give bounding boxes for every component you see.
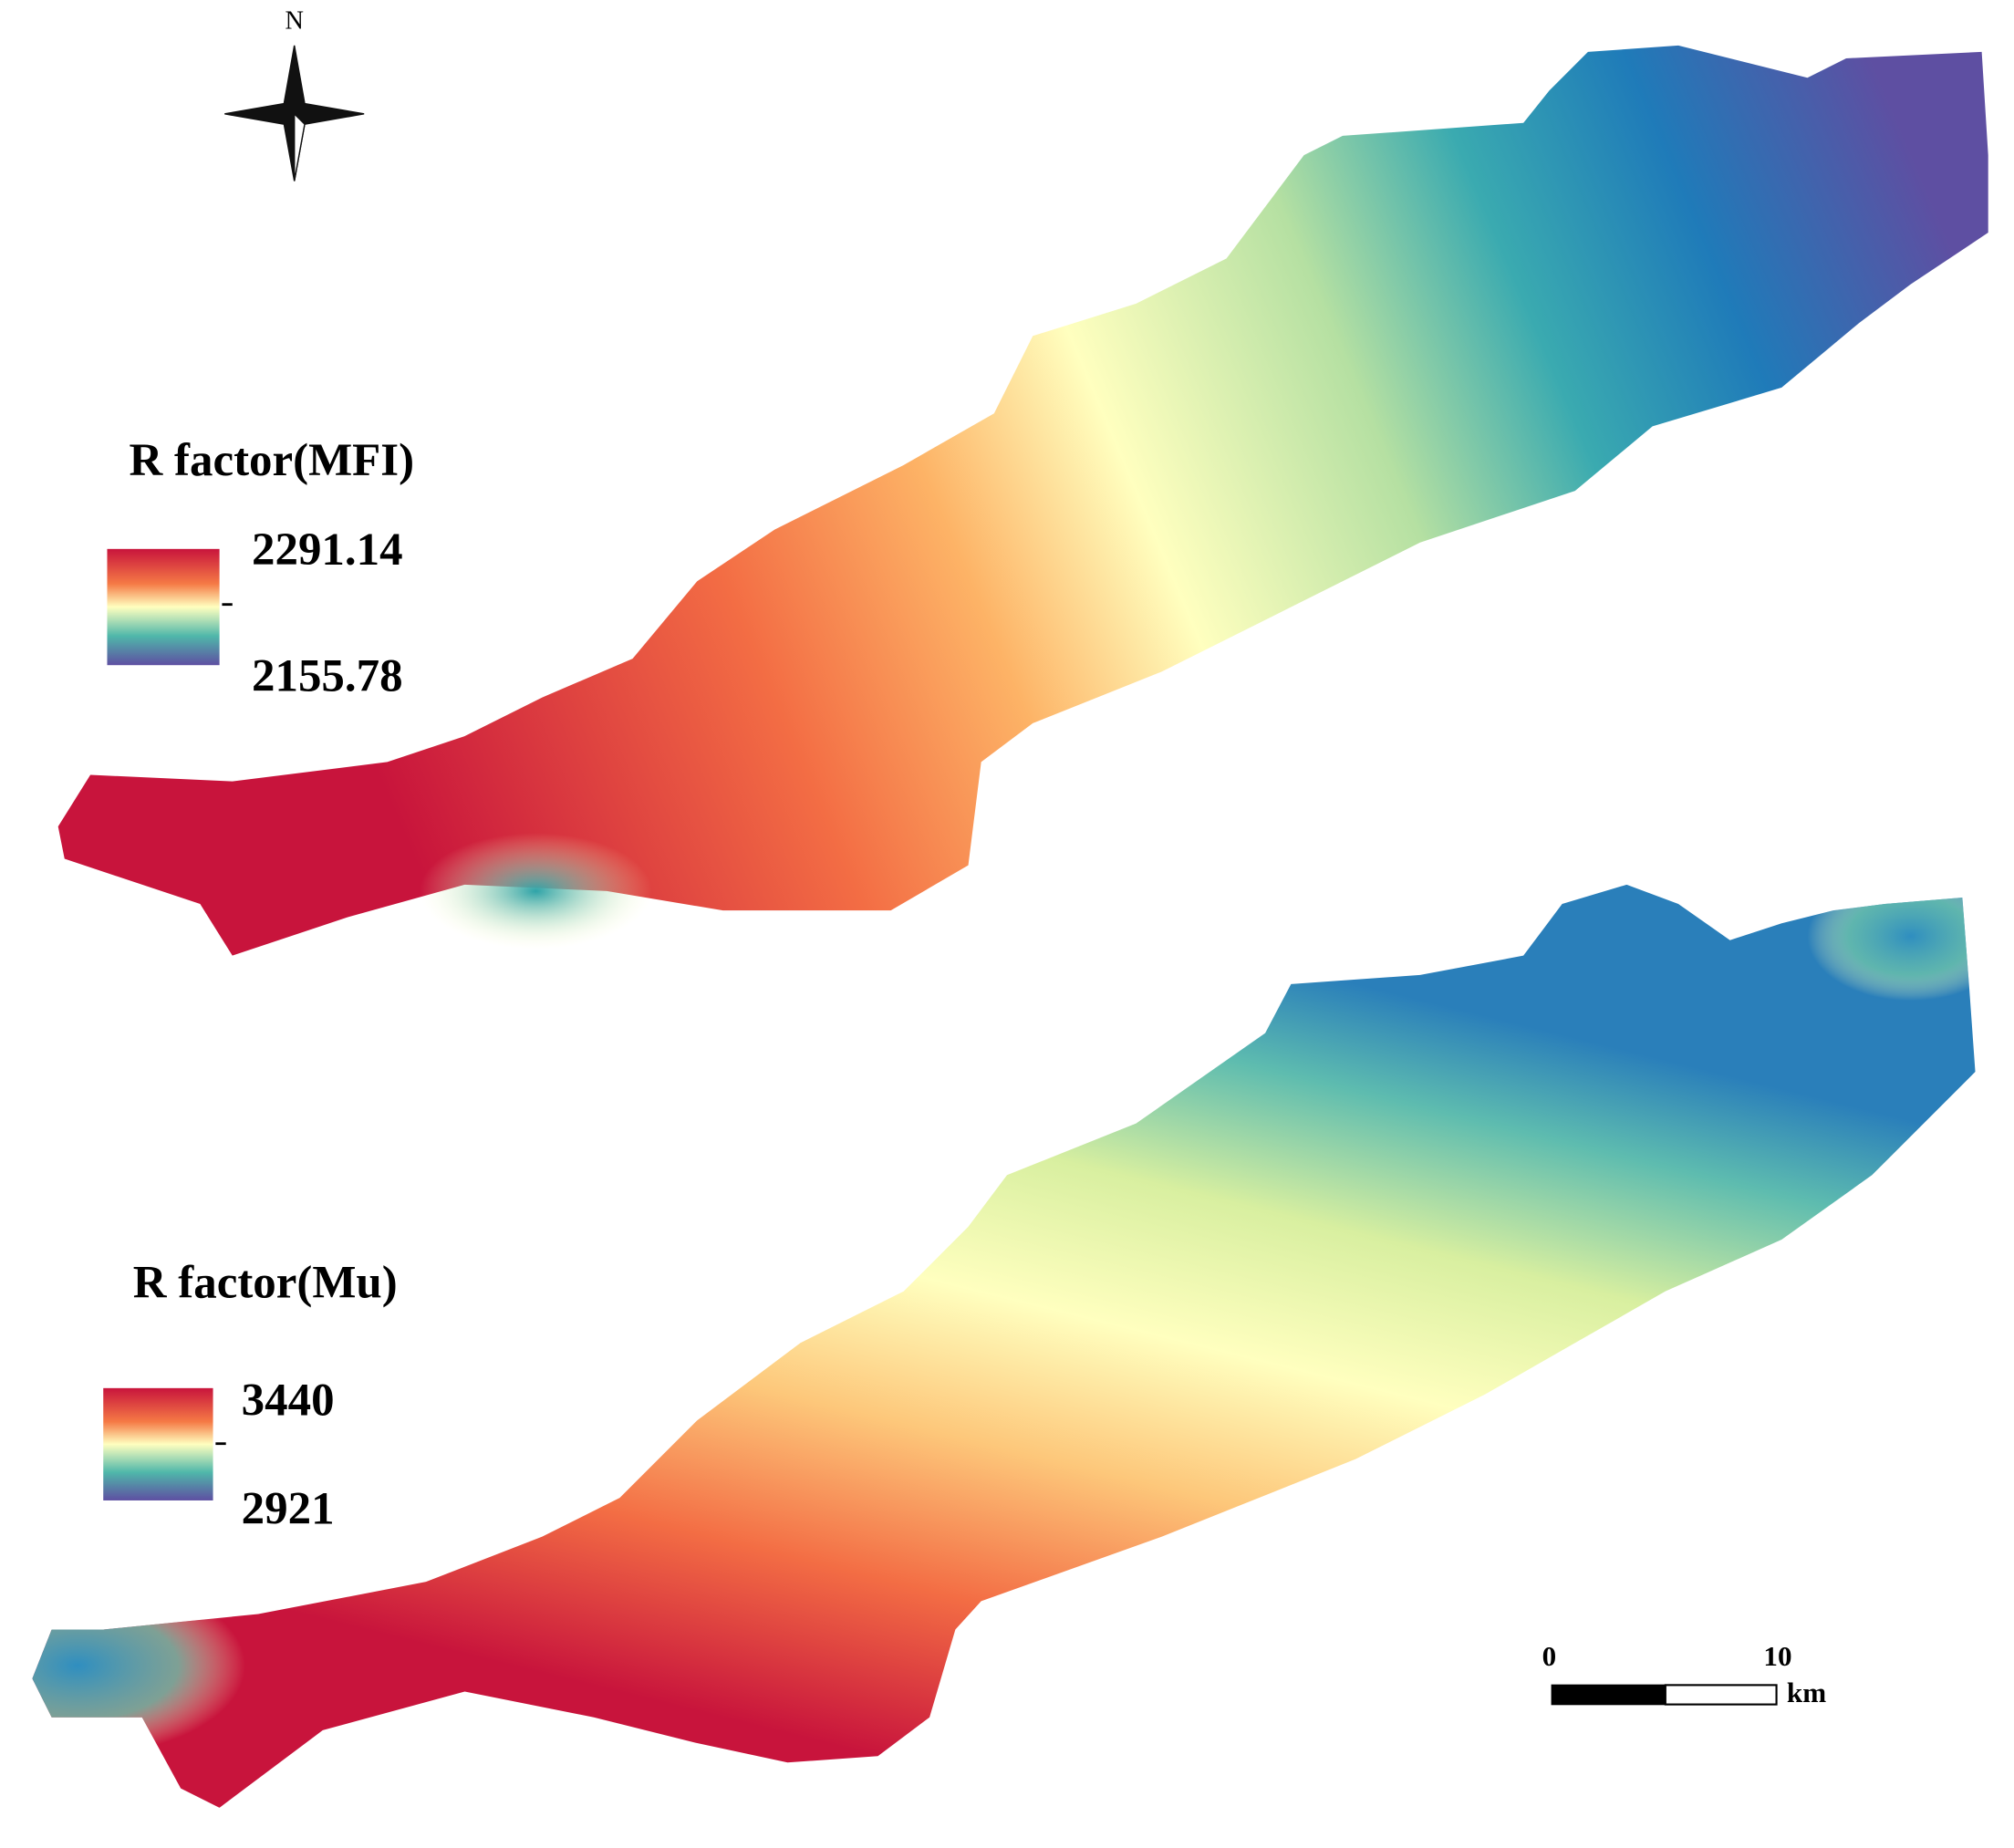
scale-tick-label: 10 <box>1763 1640 1791 1672</box>
legend-title: R factor(MFI) <box>130 435 415 486</box>
scale-unit: km <box>1787 1677 1826 1708</box>
map-surface-low <box>1807 884 1976 1002</box>
north-arrow-highlight <box>294 112 306 182</box>
legend-colorbar <box>107 548 220 666</box>
legend-max: 3440 <box>242 1376 335 1427</box>
scale-bar: 0 10 km <box>1542 1640 1827 1708</box>
legend-min: 2921 <box>242 1483 335 1534</box>
map-region-mfi-low <box>420 833 652 950</box>
scale-tick-label: 0 <box>1542 1640 1557 1672</box>
scale-segment-black <box>1551 1684 1666 1706</box>
legend-title: R factor(Mu) <box>133 1258 398 1309</box>
legend-colorbar <box>103 1387 213 1500</box>
north-arrow: N <box>224 6 365 182</box>
legend-mfi: R factor(MFI) 2291.14 2155.78 <box>107 435 415 702</box>
legend-max: 2291.14 <box>252 524 403 576</box>
map-region-mfi <box>57 45 1988 956</box>
scale-segment-white <box>1664 1684 1778 1706</box>
legend-min: 2155.78 <box>252 651 403 702</box>
north-label: N <box>285 6 303 35</box>
legend-mu: R factor(Mu) 3440 2921 <box>103 1258 398 1534</box>
